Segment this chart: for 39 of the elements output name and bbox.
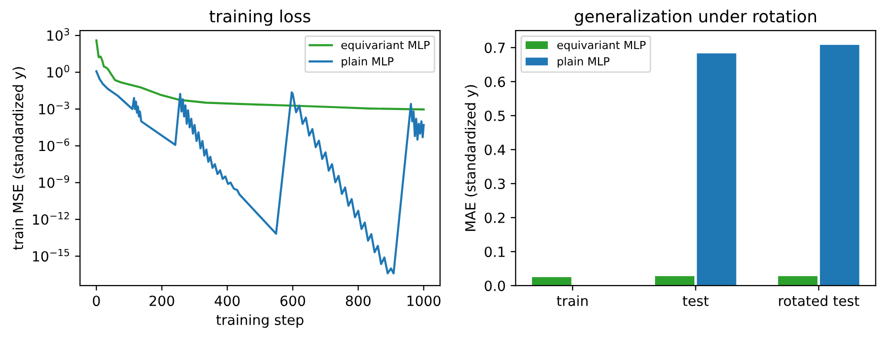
legend-label: plain MLP: [342, 56, 394, 68]
legend-label: equivariant MLP: [341, 40, 430, 52]
x-tick-label: 800: [346, 296, 371, 306]
bar: [696, 53, 736, 286]
x-tick-label: 600: [280, 296, 306, 306]
y-tick-label: 10$^{−12}$: [33, 212, 69, 225]
bar: [820, 44, 860, 286]
x-tick-label: 0: [92, 296, 100, 306]
y-tick-label: 10$^{−15}$: [33, 248, 70, 262]
y-tick-label: 0.5: [484, 110, 505, 122]
y-axis-title: train MSE (standardized y): [12, 67, 26, 250]
y-tick-label: 10$^{3}$: [47, 28, 70, 41]
y-tick-label: 0.1: [484, 246, 505, 258]
y-tick-label: 10$^{−9}$: [39, 175, 70, 188]
x-tick-label: train: [556, 295, 588, 306]
chart-title: generalization under rotation: [574, 10, 816, 26]
legend-label: equivariant MLP: [557, 40, 646, 52]
bar: [655, 276, 694, 286]
y-axis-title: MAE (standardized y): [464, 85, 478, 231]
y-tick-label: 10$^{−3}$: [39, 102, 70, 114]
line-series: [95, 70, 425, 274]
y-tick-label: 0.2: [484, 212, 505, 224]
y-tick-label: 0.4: [484, 144, 506, 156]
y-tick-label: 0.6: [484, 76, 506, 88]
y-tick-label: 10$^{0}$: [47, 64, 70, 78]
bar: [778, 276, 818, 286]
x-tick-label: 1000: [408, 296, 440, 306]
y-tick-label: 10$^{−6}$: [39, 138, 70, 152]
x-tick-label: 400: [214, 296, 240, 306]
x-axis-title: training step: [216, 314, 304, 328]
y-tick-label: 0.3: [484, 178, 505, 190]
x-tick-label: test: [682, 296, 709, 306]
legend-label: plain MLP: [558, 56, 610, 68]
x-tick-label: rotated test: [779, 295, 860, 306]
y-tick-label: 0.7: [484, 42, 505, 54]
y-tick-label: 0.0: [484, 280, 505, 292]
chart-title: training loss: [209, 10, 310, 26]
x-tick-label: 200: [150, 296, 174, 306]
bar: [532, 277, 572, 286]
